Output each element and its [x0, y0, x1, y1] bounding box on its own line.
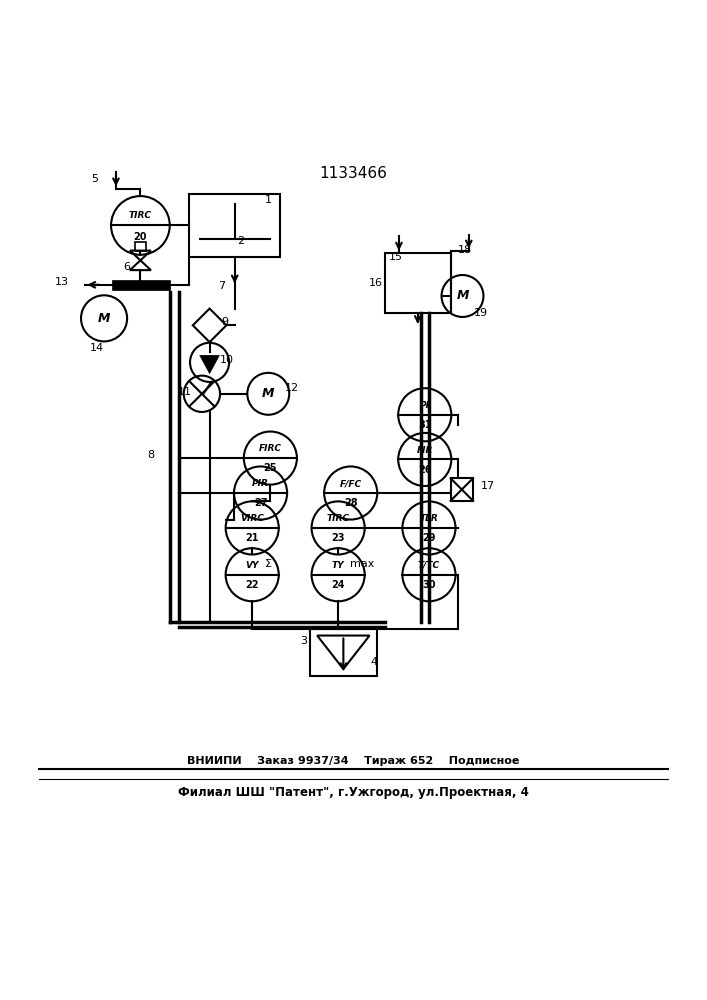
Text: VY: VY [245, 561, 259, 570]
Text: 27: 27 [254, 498, 267, 508]
Bar [189, 194, 280, 257]
Text: 13: 13 [54, 277, 69, 287]
Text: 30: 30 [422, 580, 436, 590]
Text: M: M [262, 387, 274, 400]
Text: 24: 24 [332, 580, 345, 590]
Text: F/FC: F/FC [339, 479, 362, 488]
Text: M: M [98, 312, 110, 325]
Text: 1: 1 [264, 195, 271, 205]
Text: VIRC: VIRC [240, 514, 264, 523]
Text: 4: 4 [371, 657, 378, 667]
Bar [310, 629, 377, 676]
Text: 1133466: 1133466 [320, 166, 387, 181]
Polygon shape [200, 355, 219, 374]
Bar [112, 280, 170, 290]
Text: 26: 26 [418, 465, 431, 475]
Bar [385, 253, 451, 313]
Text: TLR: TLR [419, 514, 438, 523]
Text: ВНИИПИ    Заказ 9937/34    Тираж 652    Подписное: ВНИИПИ Заказ 9937/34 Тираж 652 Подписное [187, 756, 520, 766]
Bar [450, 478, 473, 501]
Text: 2: 2 [237, 236, 244, 246]
Text: 15: 15 [388, 252, 402, 262]
Text: 31: 31 [418, 420, 431, 430]
Text: TIRC: TIRC [129, 211, 152, 220]
Text: PI: PI [420, 401, 430, 410]
Text: TIRC: TIRC [327, 514, 350, 523]
Text: 14: 14 [89, 343, 103, 353]
Text: 17: 17 [481, 481, 496, 491]
Text: 8: 8 [147, 450, 154, 460]
Text: 22: 22 [245, 580, 259, 590]
Text: 7: 7 [218, 281, 226, 291]
Text: M: M [456, 289, 469, 302]
Text: 21: 21 [245, 533, 259, 543]
Text: FIR: FIR [416, 446, 433, 455]
Text: T/TC: T/TC [418, 561, 440, 570]
Text: FIRC: FIRC [259, 444, 282, 453]
Text: 6: 6 [123, 262, 130, 272]
Text: 16: 16 [369, 278, 383, 288]
Text: 9: 9 [221, 317, 228, 327]
Text: 23: 23 [332, 533, 345, 543]
Text: 19: 19 [474, 308, 488, 318]
Text: 10: 10 [219, 355, 233, 365]
Text: PIR: PIR [252, 479, 269, 488]
Text: 5: 5 [91, 174, 98, 184]
Text: 12: 12 [285, 383, 299, 393]
Text: 20: 20 [134, 232, 147, 242]
Text: max: max [351, 559, 375, 569]
Text: 18: 18 [458, 245, 472, 255]
Text: 3: 3 [300, 636, 307, 646]
Bar [135, 242, 146, 251]
Text: 25: 25 [264, 463, 277, 473]
Text: 28: 28 [344, 498, 358, 508]
Text: TY: TY [332, 561, 344, 570]
Text: Σ: Σ [264, 559, 271, 569]
Text: 11: 11 [177, 387, 192, 397]
Text: 29: 29 [422, 533, 436, 543]
Text: Филиал ШШ "Патент", г.Ужгород, ул.Проектная, 4: Филиал ШШ "Патент", г.Ужгород, ул.Проект… [178, 786, 529, 799]
